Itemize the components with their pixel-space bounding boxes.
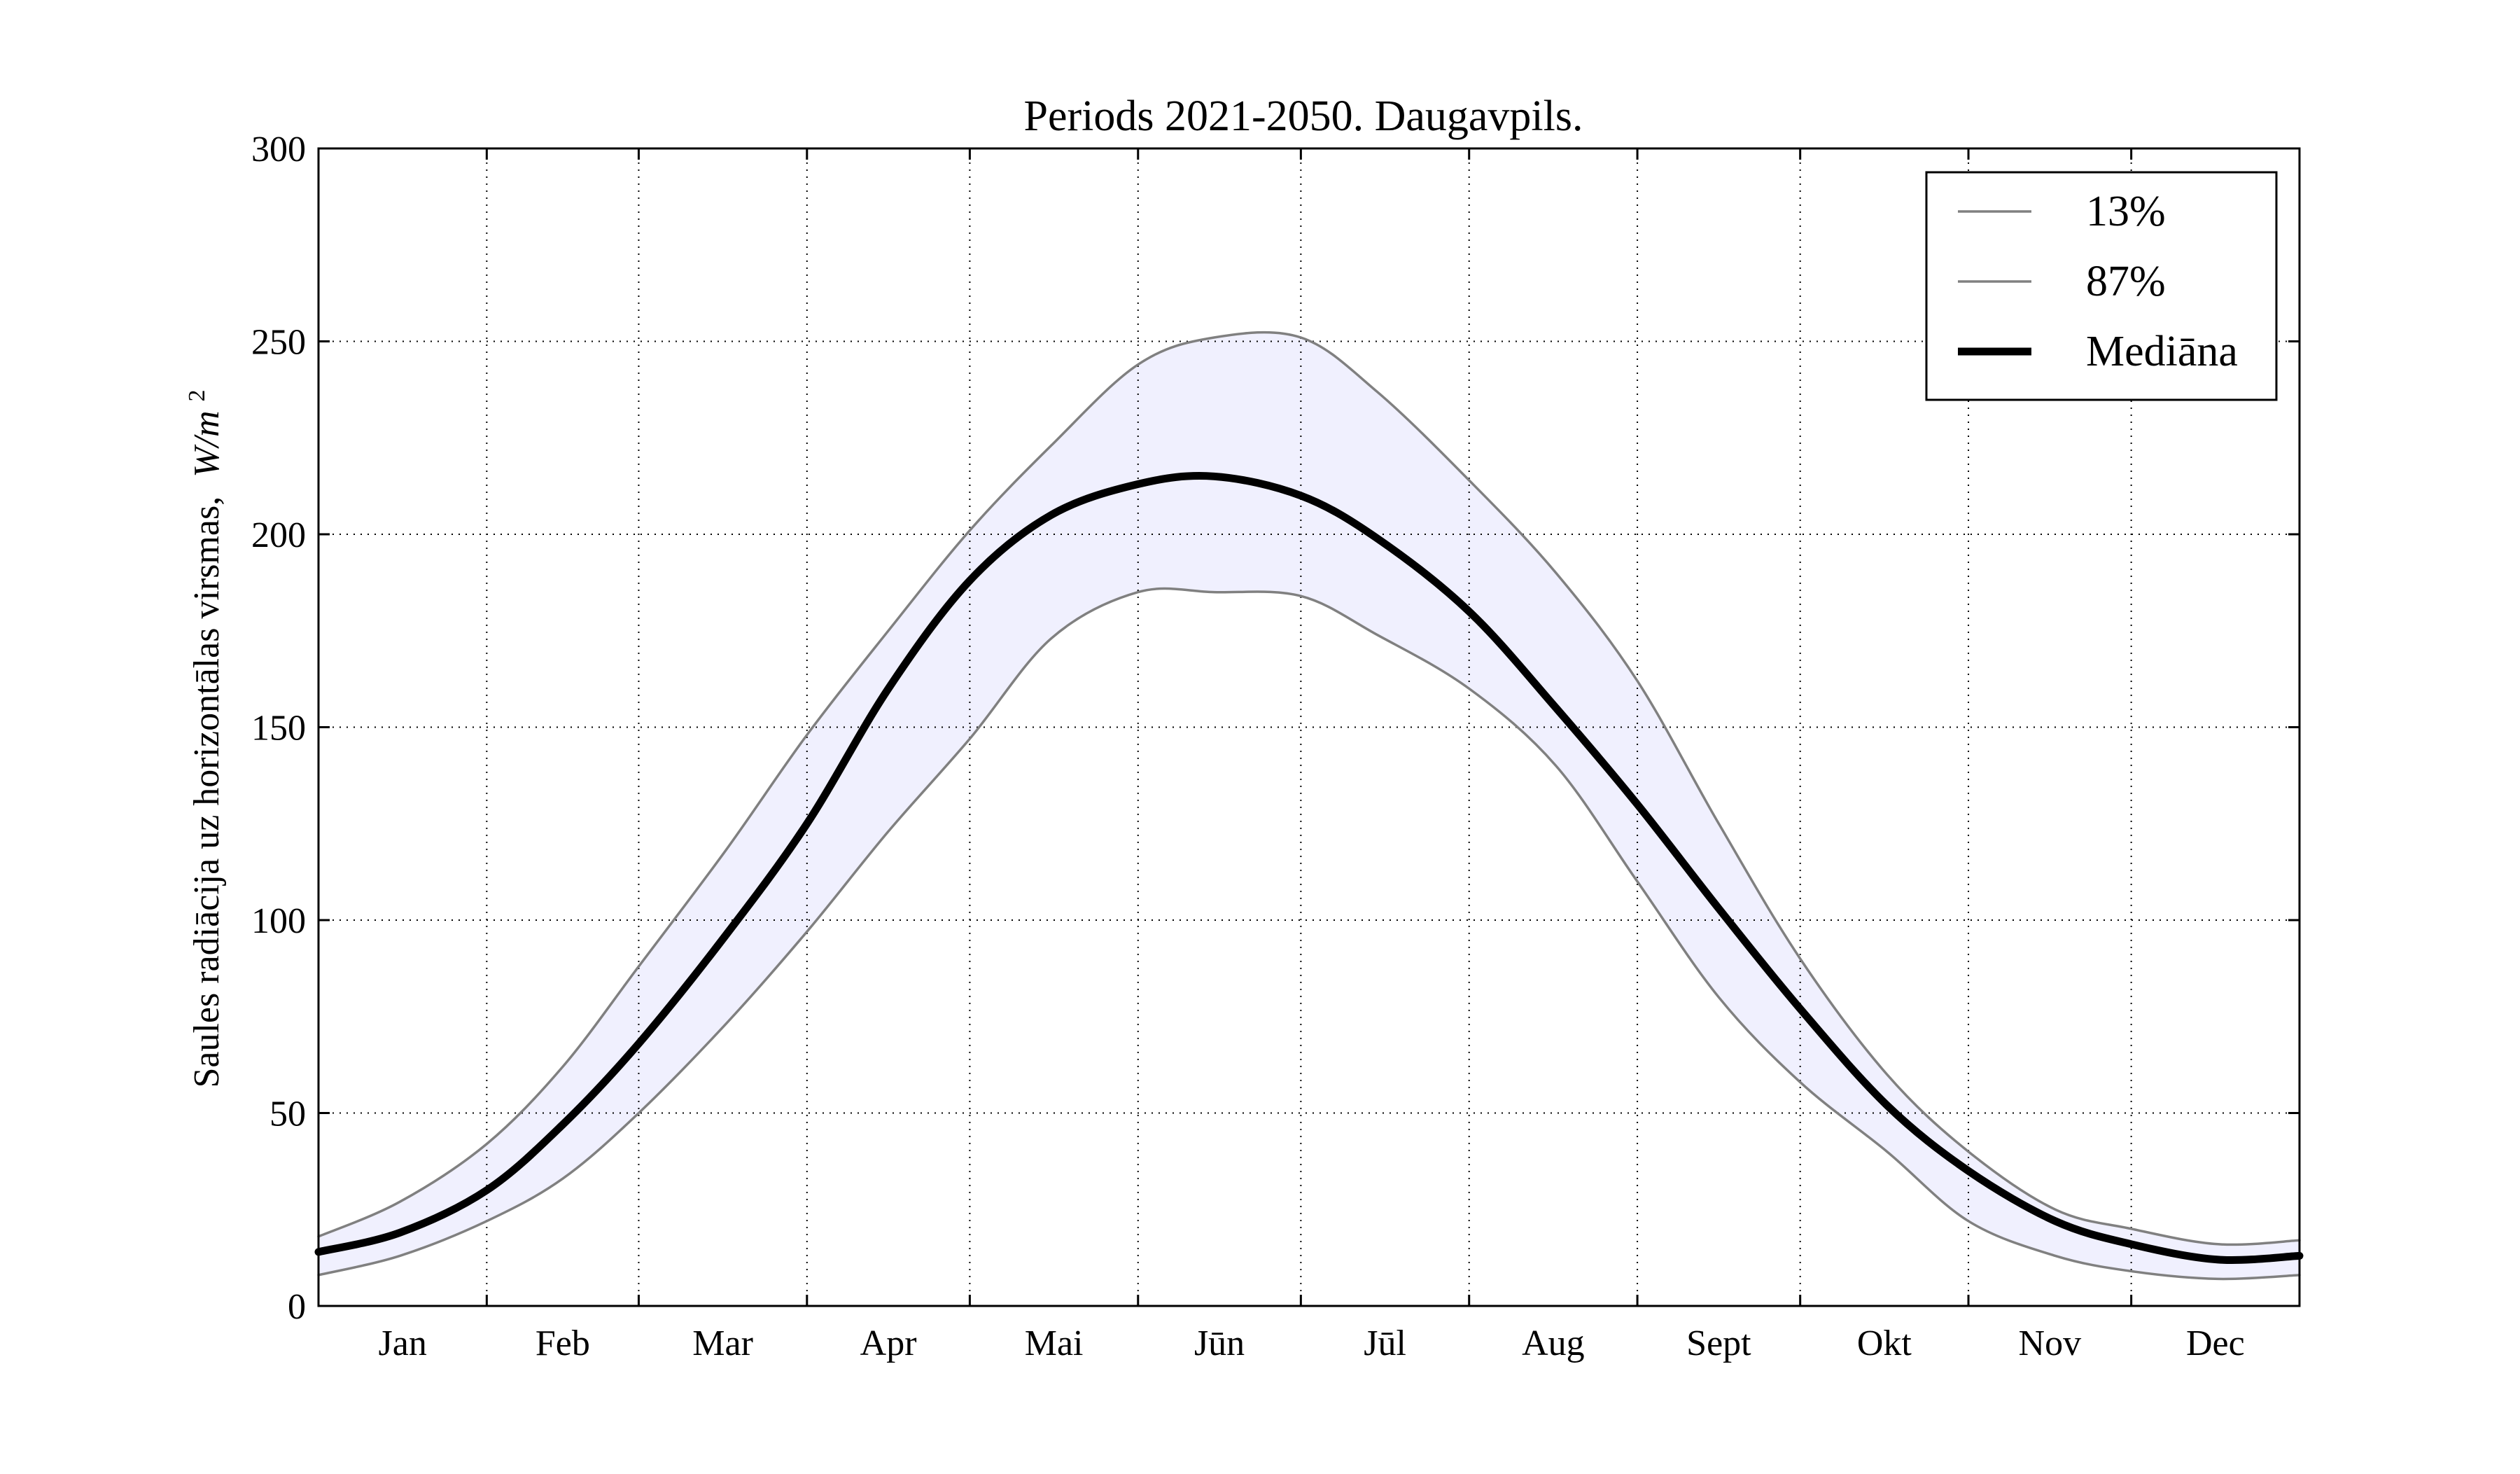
series-line-lower: [317, 587, 2301, 1281]
x-tick-label: Mai: [1025, 1323, 1084, 1363]
x-tick-label: Dec: [2186, 1323, 2245, 1363]
x-tick-label: Aug: [1522, 1323, 1585, 1363]
y-tick-label: 300: [251, 130, 306, 169]
legend-label-upper: 87%: [2086, 258, 2166, 305]
y-axis-label-text: Saules radiācija uz horizontālas virsmas…: [187, 496, 227, 1088]
x-tick-label: Sept: [1686, 1323, 1751, 1363]
series-layer: [314, 331, 2304, 1281]
chart-title: Periods 2021-2050. Daugavpils.: [1023, 92, 1583, 140]
y-tick-label: 250: [251, 323, 306, 363]
x-tick-label: Okt: [1857, 1323, 1912, 1363]
y-axis-label-unit: W/m: [187, 410, 227, 477]
band-layer: [318, 332, 2300, 1279]
x-tick-label: Jūl: [1364, 1323, 1406, 1363]
x-tick-label: Jūn: [1194, 1323, 1245, 1363]
grid-layer: [318, 148, 2300, 1306]
y-tick-label: 0: [288, 1287, 306, 1327]
legend-box: [1925, 171, 2278, 401]
series-line-median: [314, 472, 2304, 1264]
y-tick-label: 150: [251, 709, 306, 749]
x-tick-label: Nov: [2019, 1323, 2082, 1363]
y-axis-label-unit-exponent: 2: [184, 389, 210, 401]
legend-label-lower: 13%: [2086, 188, 2166, 235]
y-axis-label: Saules radiācija uz horizontālas virsmas…: [184, 389, 227, 1087]
x-tick-label: Mar: [692, 1323, 753, 1363]
x-tick-label: Feb: [536, 1323, 590, 1363]
y-tick-label: 200: [251, 515, 306, 555]
y-tick-label: 50: [270, 1094, 306, 1134]
x-tick-label: Apr: [860, 1323, 917, 1363]
x-tick-label: Jan: [379, 1323, 427, 1363]
legend: 13% 87% Mediāna: [1925, 171, 2278, 401]
y-tick-label: 100: [251, 901, 306, 941]
labels-layer: 0 50 100 150 200 250 300 Jan Feb Mar Apr Mai Jūn Jūl A…: [251, 130, 2245, 1363]
series-line-upper: [317, 331, 2301, 1246]
ticks-layer: [317, 147, 2301, 1307]
legend-label-median: Mediāna: [2086, 328, 2238, 375]
percentile-band: [318, 332, 2300, 1279]
